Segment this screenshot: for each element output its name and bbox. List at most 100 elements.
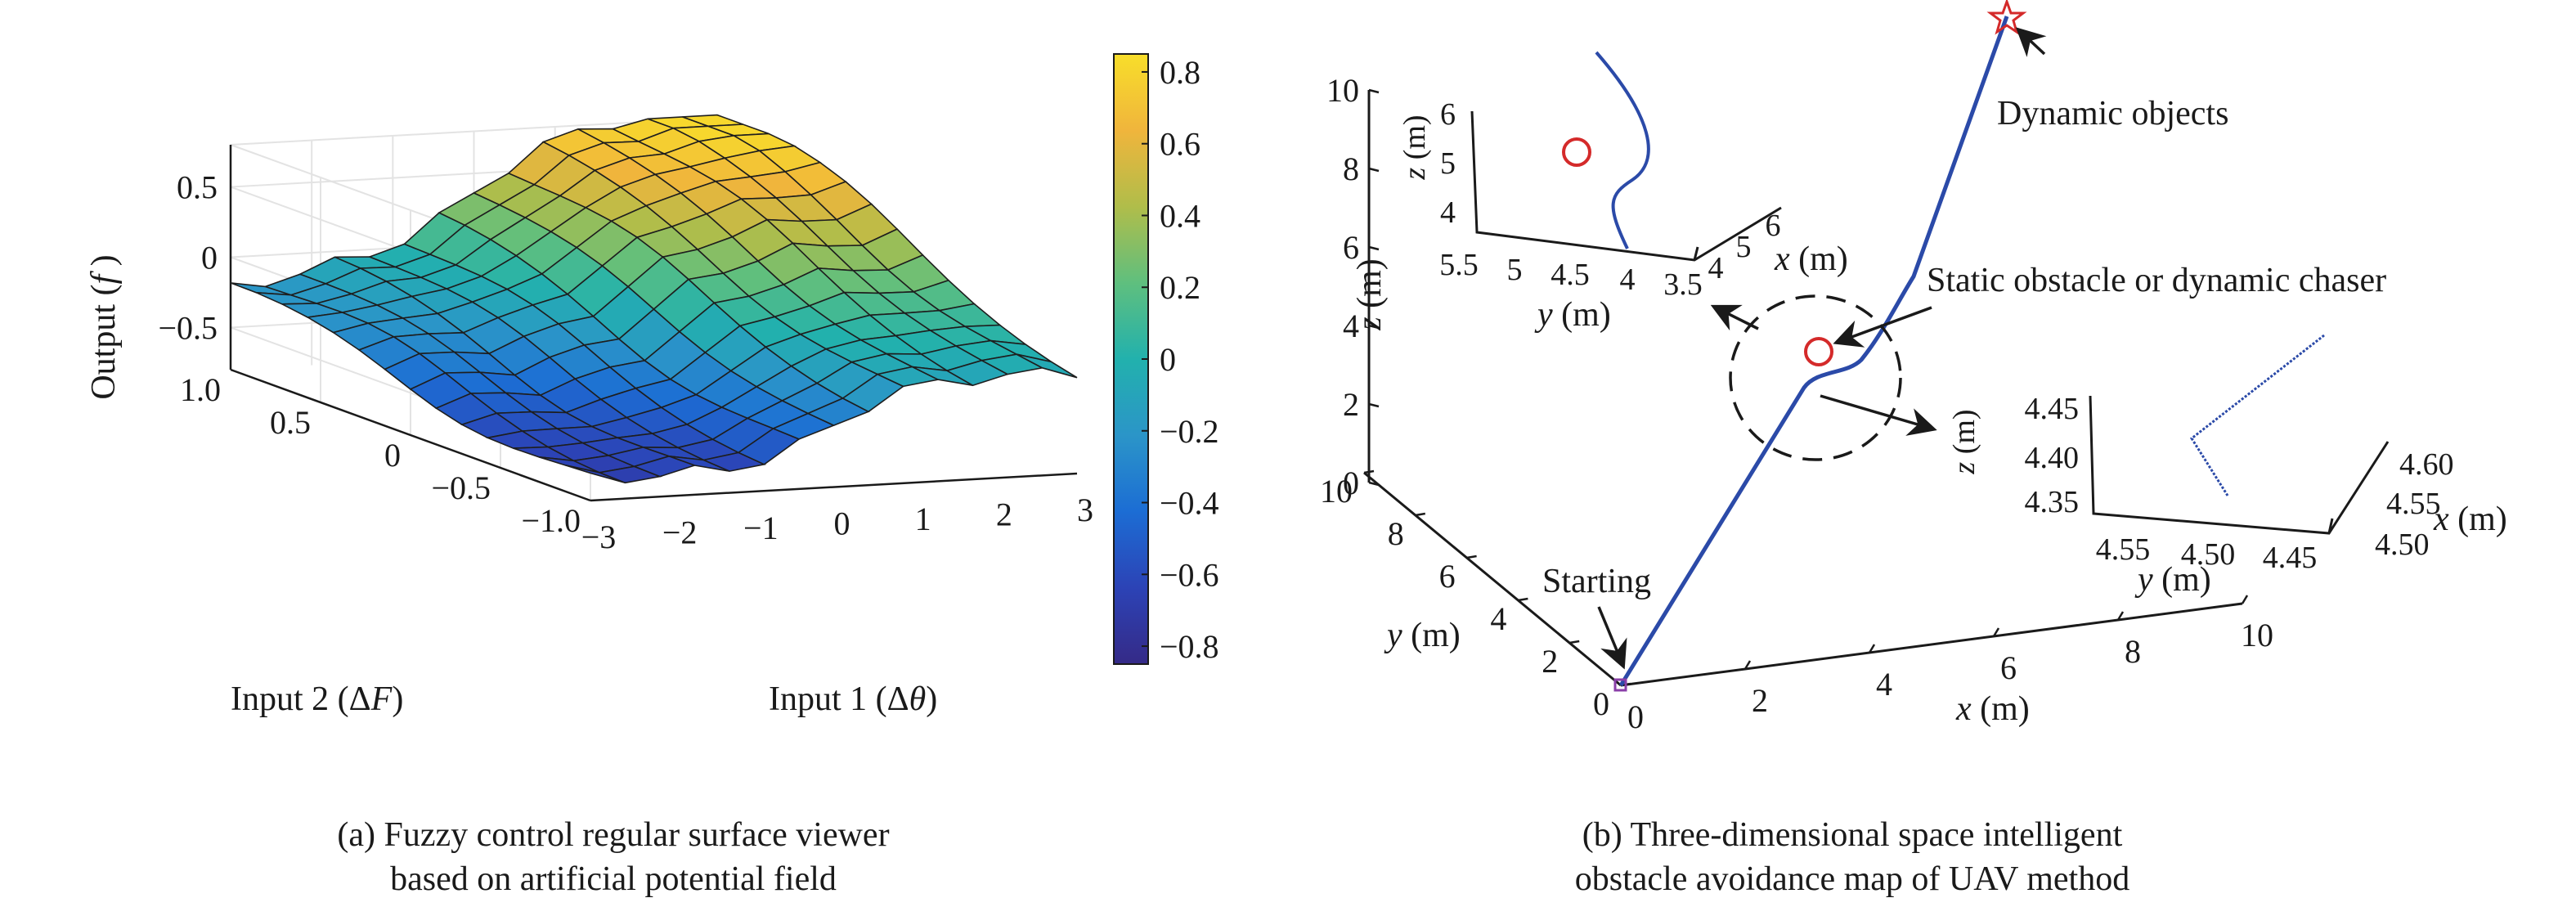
uav-trajectory-line bbox=[1618, 16, 2009, 687]
surface-y-tick-label: 0.5 bbox=[270, 404, 311, 441]
surface-x-axis-label: Input 1 (Δθ) bbox=[769, 680, 937, 718]
trajectory-x-tick-label: 10 bbox=[2241, 617, 2273, 653]
trajectory-y-axis-label: y (m) bbox=[1384, 617, 1461, 654]
inset-lower-x-label: x (m) bbox=[2433, 501, 2507, 538]
surface-x-tick-label: −3 bbox=[581, 519, 617, 555]
surface-axis-line bbox=[590, 472, 1078, 502]
inset-upper-obstacle bbox=[1562, 137, 1591, 167]
surface-chart: −0.5 0 0.5 −1.0 −0.5 0 0.5 1.0 −3 −2 −1 0 1 2 3 Output… bbox=[85, 53, 1219, 718]
inset-lower-axes bbox=[2089, 395, 2390, 535]
trajectory-y-tick-label: 10 bbox=[1320, 473, 1353, 510]
inset-lower-trajectory bbox=[2190, 334, 2325, 496]
surface-tick-labels: −0.5 0 0.5 −1.0 −0.5 0 0.5 1.0 −3 −2 −1 0 1 2 3 bbox=[158, 169, 1093, 555]
z-tick-mark bbox=[1368, 245, 1380, 251]
caption-a: (a) Fuzzy control regular surface viewer… bbox=[204, 813, 1022, 901]
surface-x-tick-label: 1 bbox=[915, 501, 931, 537]
start-marker bbox=[1613, 678, 1627, 692]
fuzzy-surface bbox=[230, 114, 1078, 484]
inset-upper-x-label: x (m) bbox=[1774, 240, 1848, 278]
target-star-marker bbox=[1986, 0, 2027, 35]
trajectory-z-axis-label: z (m) bbox=[1351, 258, 1389, 331]
inset-upper-y-tick-label: 3.5 bbox=[1663, 267, 1703, 302]
caption-b-line-1: (b) Three-dimensional space intelligent bbox=[1582, 816, 2123, 854]
surface-y-axis-label: Input 2 (ΔF) bbox=[231, 680, 403, 718]
colorbar-tick-label: 0.6 bbox=[1160, 126, 1200, 163]
trajectory-z-tick-label: 8 bbox=[1343, 150, 1359, 187]
inset-lower-y-tick-label: 4.55 bbox=[2096, 532, 2151, 567]
obstacle-marker bbox=[1804, 337, 1833, 366]
x-tick-mark bbox=[1868, 644, 1876, 653]
trajectory-z-tick-label: 0 bbox=[1343, 465, 1359, 501]
y-tick-mark bbox=[1415, 512, 1426, 517]
inset-upper-z-label: z (m) bbox=[1398, 114, 1432, 180]
inset-lower-y-label: y (m) bbox=[2134, 561, 2211, 599]
y-tick-mark bbox=[1568, 640, 1580, 644]
inset-lower-x-tick-label: 4.60 bbox=[2399, 447, 2454, 482]
inset-upper-y-tick-label: 5.5 bbox=[1439, 248, 1479, 282]
inset-upper-z-tick-label: 4 bbox=[1440, 195, 1456, 230]
x-tick-mark bbox=[2116, 611, 2125, 621]
caption-b: (b) Three-dimensional space intelligent … bbox=[1423, 813, 2282, 901]
inset-upper-y-tick-label: 4.5 bbox=[1551, 258, 1590, 292]
trajectory-axis-line bbox=[1620, 602, 2243, 687]
inset-lower: 4.45 4.40 4.35 4.55 4.50 4.45 4.60 4.55 4.50 z (… bbox=[1947, 334, 2507, 599]
y-tick-mark bbox=[1466, 555, 1477, 559]
colorbar-tick-label: −0.2 bbox=[1160, 413, 1219, 450]
inset-upper-x-tick-label: 6 bbox=[1766, 209, 1781, 243]
inset-lower-arrow bbox=[1820, 394, 1937, 436]
colorbar-tick-label: 0.2 bbox=[1160, 269, 1200, 306]
trajectory-z-tick-label: 10 bbox=[1326, 72, 1359, 109]
colorbar-tick-label: −0.8 bbox=[1160, 628, 1219, 665]
trajectory-y-tick-label: 8 bbox=[1388, 515, 1404, 552]
z-tick-mark bbox=[1368, 324, 1380, 330]
colorbar-tick-label: −0.6 bbox=[1160, 556, 1219, 593]
start-arrow bbox=[1597, 606, 1627, 670]
surface-x-tick-label: −1 bbox=[743, 510, 779, 546]
start-annotation: Starting bbox=[1542, 563, 1651, 600]
inset-lower-x-tick-label: 4.55 bbox=[2386, 487, 2441, 521]
z-tick-mark bbox=[1368, 402, 1380, 408]
inset-upper-arrow bbox=[1710, 304, 1759, 331]
trajectory-y-tick-label: 6 bbox=[1439, 558, 1456, 595]
surface-z-tick-label: −0.5 bbox=[158, 309, 218, 346]
inset-lower-z-label: z (m) bbox=[1947, 409, 1981, 474]
inset-upper-z-tick-label: 5 bbox=[1440, 146, 1456, 181]
z-tick-mark bbox=[1368, 88, 1380, 94]
trajectory-y-tick-label: 4 bbox=[1490, 600, 1506, 637]
trajectory-y-tick-label: 0 bbox=[1593, 685, 1609, 722]
surface-z-tick-label: 0 bbox=[201, 240, 218, 276]
surface-patch bbox=[1016, 353, 1078, 379]
colorbar-tick-label: 0 bbox=[1160, 341, 1176, 378]
colorbar-tick-label: −0.4 bbox=[1160, 485, 1219, 522]
surface-y-tick-label: −0.5 bbox=[431, 469, 491, 506]
target-annotation: Dynamic objects bbox=[1997, 95, 2228, 132]
trajectory-y-tick-label: 2 bbox=[1542, 643, 1558, 680]
z-tick-mark bbox=[1368, 481, 1380, 487]
inset-lower-z-tick-label: 4.45 bbox=[2025, 392, 2080, 426]
inset-lower-y-tick-label: 4.50 bbox=[2181, 537, 2236, 572]
trajectory-x-tick-label: 6 bbox=[2000, 649, 2017, 686]
surface-z-tick-label: 0.5 bbox=[177, 169, 218, 206]
inset-upper-y-tick-label: 5 bbox=[1507, 253, 1523, 287]
obstacle-arrow bbox=[1833, 306, 1932, 348]
zoom-region-ellipse bbox=[1729, 294, 1902, 461]
inset-upper-y-label: y (m) bbox=[1534, 296, 1611, 334]
trajectory-x-tick-label: 4 bbox=[1876, 666, 1892, 703]
surface-axis-line bbox=[230, 368, 591, 502]
surface-y-tick-label: 1.0 bbox=[180, 371, 221, 408]
inset-lower-tick-labels: 4.45 4.40 4.35 4.55 4.50 4.45 4.60 4.55 4.50 bbox=[2025, 392, 2454, 575]
x-tick-mark bbox=[1744, 660, 1752, 670]
trajectory-x-tick-label: 2 bbox=[1752, 682, 1768, 719]
surface-x-tick-label: 2 bbox=[996, 496, 1012, 533]
inset-upper-x-tick-label: 5 bbox=[1736, 230, 1752, 264]
z-tick-mark bbox=[1368, 167, 1380, 173]
inset-lower-x-tick-label: 4.50 bbox=[2375, 528, 2430, 562]
inset-upper-z-tick-label: 6 bbox=[1440, 97, 1456, 132]
trajectory-x-tick-label: 8 bbox=[2125, 633, 2141, 670]
surface-x-tick-label: −2 bbox=[662, 514, 698, 551]
inset-upper-axes bbox=[1470, 110, 1782, 262]
surface-y-tick-label: −1.0 bbox=[521, 502, 581, 539]
target-arrow bbox=[2015, 27, 2047, 57]
